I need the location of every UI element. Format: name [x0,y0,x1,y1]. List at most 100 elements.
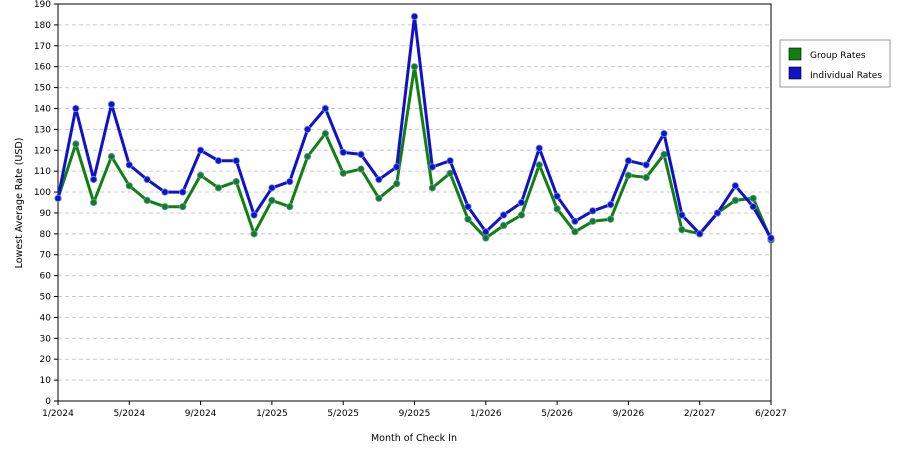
data-point [589,217,597,225]
y-tick-label: 70 [40,251,52,261]
grid-lines [58,24,771,381]
data-point [232,178,240,186]
y-tick-label: 180 [34,21,51,31]
data-point [72,140,80,148]
series-individual-rates [54,12,775,242]
data-point [54,194,62,202]
data-point [375,175,383,184]
y-tick-label: 110 [34,167,51,177]
data-point [731,196,739,205]
data-point [464,215,472,223]
data-point [749,203,757,211]
data-point [125,182,133,190]
x-tick-label: 1/2024 [42,409,74,419]
data-point [250,230,258,238]
data-point [197,146,205,154]
data-point [90,198,98,207]
series-layer [54,12,775,244]
y-tick-label: 130 [34,125,51,135]
data-point [410,12,419,21]
data-point [571,217,579,225]
data-point [517,198,526,207]
data-point [660,150,668,159]
data-point [749,194,757,202]
x-tick-label: 5/2025 [327,409,359,419]
data-point [375,194,383,202]
data-point [268,196,276,205]
x-tick-label: 9/2025 [399,409,431,419]
data-point [464,203,472,211]
legend-label-individual: Individual Rates [810,71,882,81]
y-tick-label: 30 [40,334,52,344]
data-point [357,150,365,159]
data-point [696,230,704,238]
data-point [143,196,151,205]
y-tick-label: 50 [40,293,52,303]
y-tick-label: 60 [40,272,52,282]
data-point [410,63,419,71]
y-tick-label: 20 [40,355,52,365]
data-point [428,184,436,192]
data-point [321,104,329,113]
data-point [446,169,454,177]
data-point [678,226,686,234]
legend-swatch-individual [788,66,802,80]
x-tick-label: 2/2027 [684,409,716,419]
data-point [357,165,365,173]
y-tick-label: 0 [45,397,51,407]
data-point [446,157,454,165]
data-point [713,209,722,217]
data-point [660,129,668,138]
data-point [606,200,615,209]
data-point [268,184,276,192]
y-tick-label: 40 [40,313,52,323]
legend-label-group: Group Rates [810,51,866,61]
data-point [428,163,436,171]
data-point [90,175,98,184]
data-point [125,161,133,169]
y-tick-label: 170 [34,42,51,52]
data-point [642,161,650,169]
data-point [482,234,490,242]
data-point [179,203,187,211]
data-point [553,192,561,200]
x-tick-label: 9/2026 [613,409,645,419]
y-tick-label: 10 [40,376,52,386]
data-point [286,178,294,186]
data-point [393,163,401,171]
y-axis-ticks: 0 10 20 30 40 50 60 70 80 90 100 110 120 130 140 150 160… [34,0,58,407]
data-point [72,104,80,113]
data-point [303,152,312,161]
data-point [393,180,401,188]
y-tick-label: 90 [40,209,52,219]
y-tick-label: 100 [34,188,51,198]
data-point [143,175,151,184]
x-tick-label: 1/2026 [470,409,502,419]
data-point [232,157,240,165]
x-tick-label: 5/2026 [541,409,573,419]
data-point [624,157,633,165]
data-point [339,169,347,177]
x-tick-label: 1/2025 [256,409,288,419]
data-point [197,171,205,179]
data-point [642,173,650,182]
data-point [500,221,508,230]
data-point [107,100,116,108]
x-axis-title: Month of Check In [371,433,457,444]
legend: Group Rates Individual Rates [779,39,891,88]
x-axis-ticks: 1/2024 5/2024 9/2024 1/2025 5/2025 9/2025 1/20… [42,401,787,419]
data-point [517,211,526,219]
data-point [214,184,223,192]
y-tick-label: 190 [34,0,51,10]
data-point [731,182,739,190]
data-point [303,125,312,133]
y-axis-title: Lowest Average Rate (USD) [14,138,25,269]
x-tick-label: 6/2027 [755,409,787,419]
data-point [606,215,615,223]
y-tick-label: 150 [34,84,51,94]
data-point [571,228,579,236]
data-point [767,234,775,242]
data-point [107,152,116,161]
data-point [321,129,329,138]
x-tick-label: 9/2024 [185,409,217,419]
